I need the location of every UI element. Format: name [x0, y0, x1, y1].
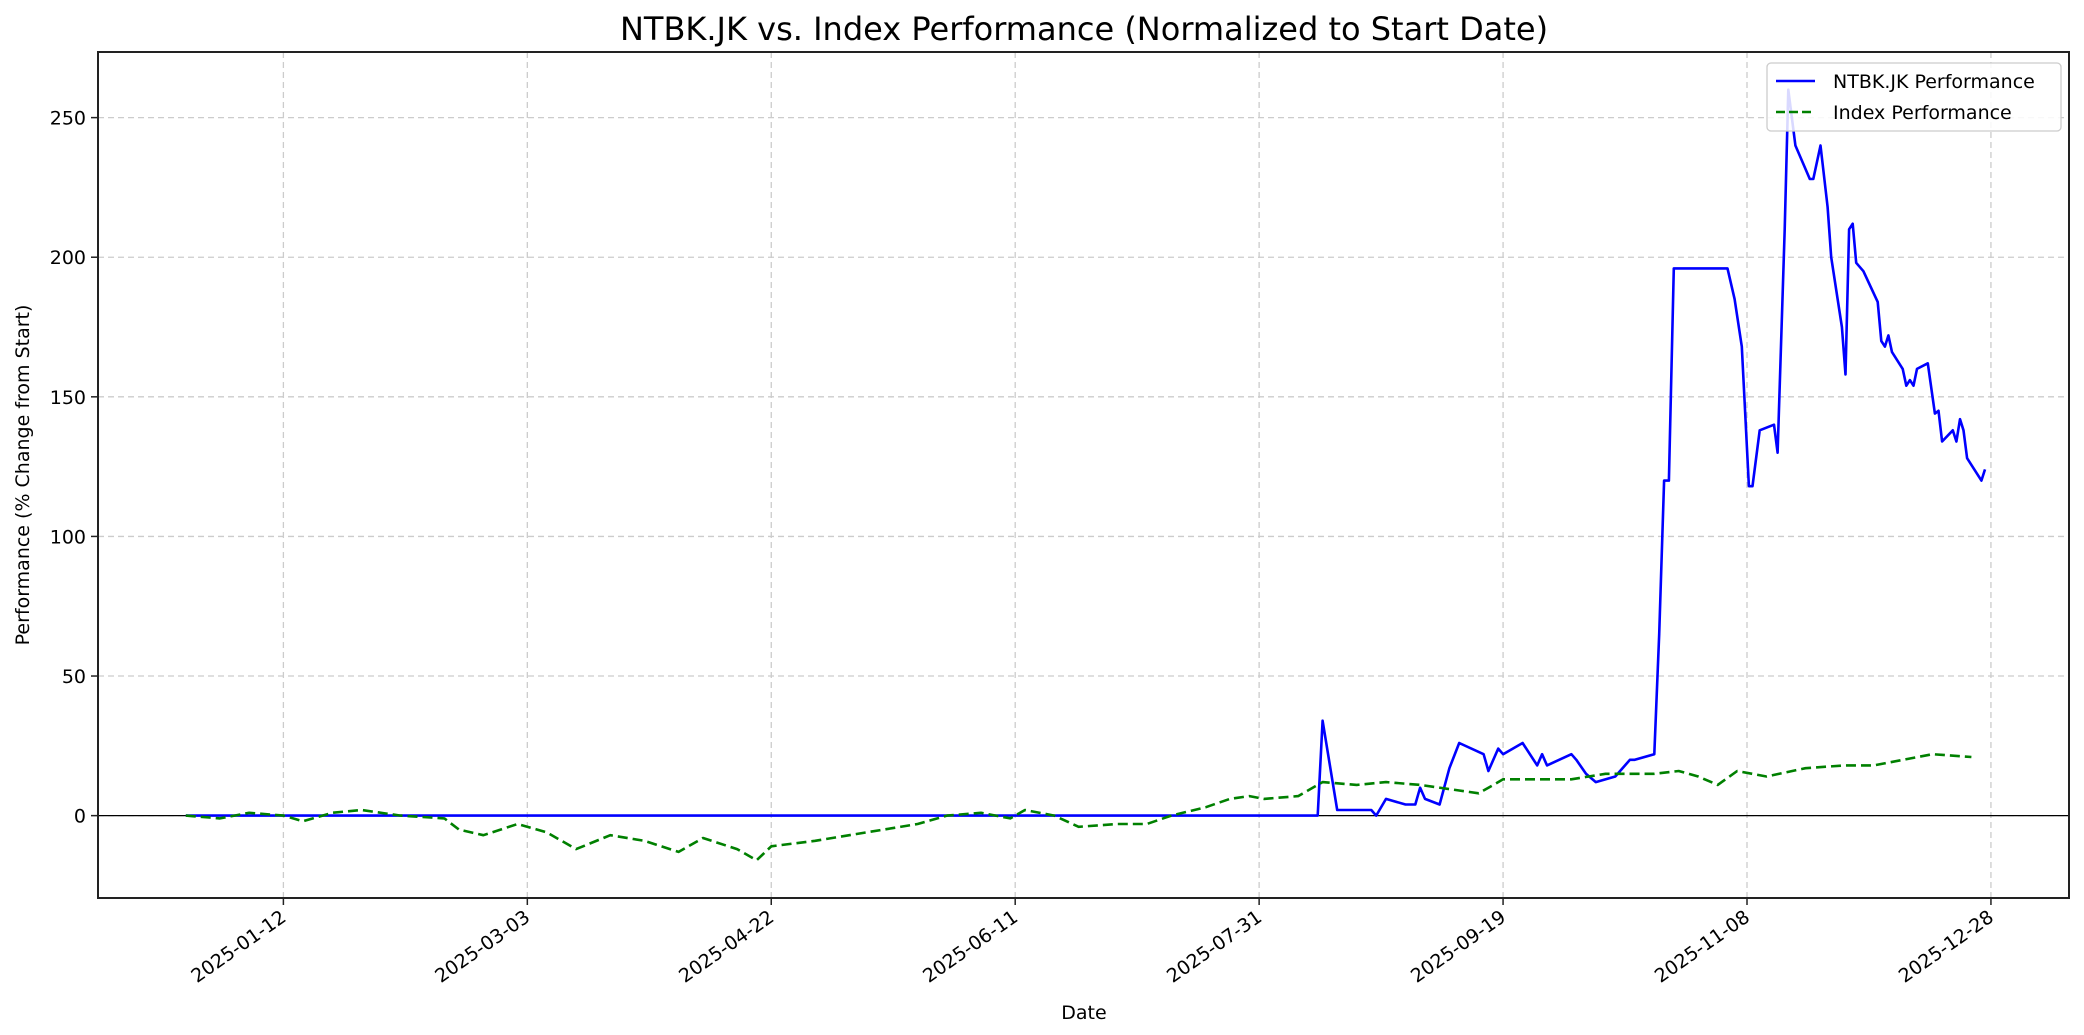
x-tick-label: 2025-11-08: [1651, 906, 1754, 987]
grid-lines: [98, 52, 2069, 898]
y-axis-label: Performance (% Change from Start): [12, 305, 34, 646]
y-tick-label: 150: [50, 387, 86, 409]
y-tick-label: 250: [50, 108, 86, 130]
series-layer: [185, 88, 1987, 862]
legend-label-ntbk: NTBK.JK Performance: [1833, 71, 2035, 93]
y-tick-label: 0: [74, 806, 86, 828]
x-axis-label: Date: [1061, 1002, 1106, 1024]
y-tick-label: 50: [62, 666, 86, 688]
plot-frame: [97, 51, 2070, 899]
legend: NTBK.JK Performance Index Performance: [1766, 62, 2062, 132]
y-axis: 0 50 100 150 200 250: [50, 108, 98, 828]
legend-label-index: Index Performance: [1833, 102, 2012, 124]
x-tick-label: 2025-12-28: [1895, 906, 1998, 987]
x-axis: 2025-01-12 2025-03-03 2025-04-22 2025-06-11…: [187, 898, 1998, 987]
index-performance-line: [185, 752, 1972, 862]
x-tick-label: 2025-04-22: [675, 906, 778, 987]
y-tick-label: 100: [50, 526, 86, 548]
x-tick-label: 2025-03-03: [431, 906, 534, 987]
x-tick-label: 2025-06-11: [919, 906, 1022, 987]
x-tick-label: 2025-07-31: [1163, 906, 1266, 987]
y-tick-label: 200: [50, 247, 86, 269]
x-tick-label: 2025-01-12: [187, 906, 290, 987]
x-tick-label: 2025-09-19: [1407, 906, 1510, 987]
ntbk-performance-line: [185, 88, 1987, 817]
chart-title: NTBK.JK vs. Index Performance (Normalize…: [620, 10, 1548, 48]
legend-box: [1766, 62, 2062, 132]
